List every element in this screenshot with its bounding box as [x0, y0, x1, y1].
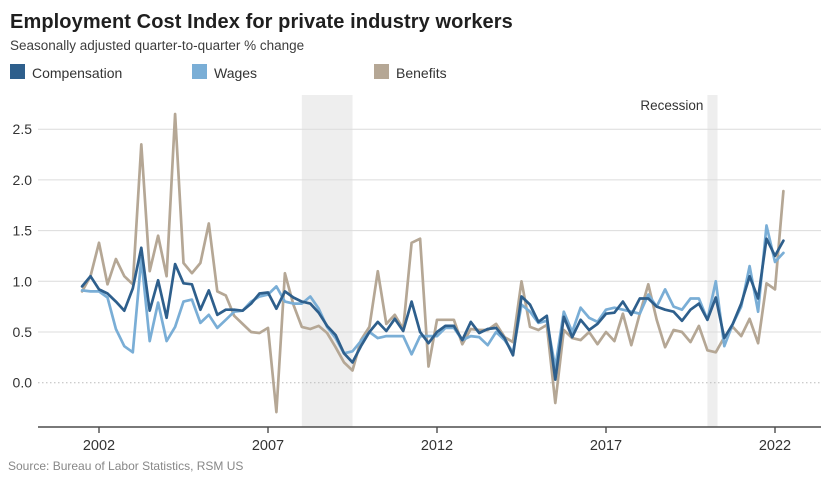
legend-item-wages: Wages	[192, 64, 258, 81]
legend-label-wages: Wages	[214, 64, 258, 81]
y-axis-label: 1.0	[13, 273, 33, 289]
y-axis-label: 2.5	[13, 121, 33, 137]
compensation-swatch-icon	[10, 64, 25, 80]
chart-subtitle: Seasonally adjusted quarter-to-quarter %…	[10, 38, 305, 53]
benefits-line	[80, 112, 785, 414]
recession-annotation: Recession	[640, 98, 703, 113]
legend-item-compensation: Compensation	[10, 64, 123, 81]
benefits-swatch-icon	[374, 64, 389, 80]
wages-swatch-icon	[192, 64, 207, 80]
legend-label-compensation: Compensation	[32, 64, 123, 81]
legend: Compensation Wages Benefits	[0, 64, 829, 82]
y-axis-label: 0.5	[13, 324, 33, 340]
legend-item-benefits: Benefits	[374, 64, 447, 81]
source-note: Source: Bureau of Labor Statistics, RSM …	[8, 459, 244, 473]
y-axis-label: 2.0	[13, 172, 33, 188]
recession-band	[301, 95, 353, 427]
compensation-line	[80, 237, 785, 382]
y-axis-label: 1.5	[13, 223, 33, 239]
x-axis-label: 2002	[83, 438, 115, 454]
recession-band	[707, 95, 718, 427]
x-axis-label: 2007	[252, 438, 284, 454]
chart-title: Employment Cost Index for private indust…	[10, 11, 513, 33]
x-axis-label: 2012	[421, 438, 453, 454]
x-axis-label: 2017	[590, 438, 622, 454]
x-axis-label: 2022	[759, 438, 791, 454]
y-axis-label: 0.0	[13, 375, 33, 391]
legend-label-benefits: Benefits	[396, 64, 447, 81]
